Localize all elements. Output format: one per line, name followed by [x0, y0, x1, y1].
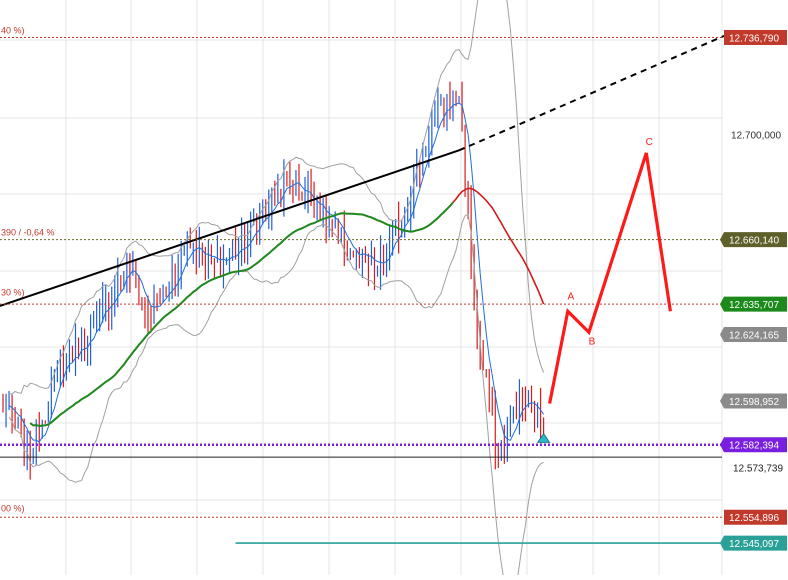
- price-badge-label: 12.660,140: [729, 236, 779, 247]
- wave-label: A: [567, 291, 574, 302]
- bollinger-lower: [8, 213, 544, 580]
- fib-label: 40 %): [1, 25, 25, 35]
- wave-label: C: [646, 137, 653, 148]
- trendline-solid: [0, 149, 460, 307]
- price-badge-label: 12.598,952: [729, 397, 779, 408]
- price-badge-label: 12.635,707: [729, 300, 779, 311]
- bollinger-upper: [9, 0, 545, 395]
- axis-tick-label: 12.700,000: [731, 131, 781, 142]
- fib-label: 30 %): [1, 287, 25, 297]
- price-badge: [720, 437, 787, 453]
- price-badge: [720, 393, 787, 409]
- price-badge: [724, 29, 787, 45]
- ma-slow: [29, 187, 545, 427]
- price-badge-label: 12.624,165: [729, 331, 779, 342]
- trendline-dashed: [458, 34, 726, 152]
- ma-mid: [29, 201, 454, 428]
- ma-fast: [8, 102, 545, 443]
- wave-label: B: [589, 336, 596, 347]
- price-badge: [724, 509, 787, 525]
- fib-label: 00 %): [1, 504, 25, 514]
- price-badge: [720, 535, 787, 551]
- price-badge-label: 12.573,739: [733, 464, 783, 475]
- price-badge: [720, 296, 787, 312]
- price-badge-label: 12.554,896: [729, 513, 779, 524]
- price-badge-label: 12.582,394: [729, 441, 779, 452]
- projection-path: [548, 152, 672, 404]
- price-badge-label: 12.545,097: [729, 539, 779, 550]
- price-badge-label: 12.736,790: [729, 33, 779, 44]
- signal-marker: [536, 432, 551, 443]
- price-badge: [720, 232, 787, 248]
- price-badge: [720, 327, 787, 343]
- fib-label: 390 / -0,64 %: [1, 228, 55, 238]
